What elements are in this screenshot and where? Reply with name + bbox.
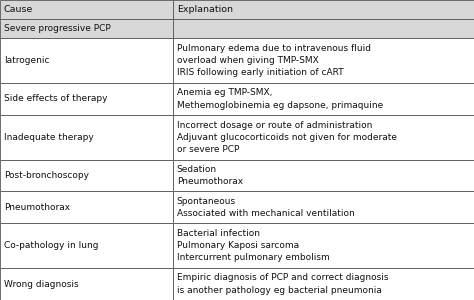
Bar (0, 38, 173, 83)
Bar (0, 19, 173, 38)
Bar (173, 19, 474, 38)
Text: Methemoglobinemia eg dapsone, primaquine: Methemoglobinemia eg dapsone, primaquine (177, 101, 383, 110)
Text: Incorrect dosage or route of administration: Incorrect dosage or route of administrat… (177, 121, 372, 130)
Bar (0, 224, 173, 268)
Text: overload when giving TMP-SMX: overload when giving TMP-SMX (177, 56, 319, 65)
Text: Associated with mechanical ventilation: Associated with mechanical ventilation (177, 209, 355, 218)
Bar (173, 160, 474, 191)
Text: Severe progressive PCP: Severe progressive PCP (4, 24, 110, 33)
Text: Bacterial infection: Bacterial infection (177, 229, 260, 238)
Bar (0, 191, 173, 224)
Text: Intercurrent pulmonary embolism: Intercurrent pulmonary embolism (177, 253, 329, 262)
Text: Adjuvant glucocorticoids not given for moderate: Adjuvant glucocorticoids not given for m… (177, 133, 397, 142)
Text: Pneumothorax: Pneumothorax (4, 203, 70, 212)
Text: IRIS following early initiation of cART: IRIS following early initiation of cART (177, 68, 344, 77)
Text: Empiric diagnosis of PCP and correct diagnosis: Empiric diagnosis of PCP and correct dia… (177, 273, 388, 282)
Text: Cause: Cause (4, 5, 33, 14)
Text: Post-bronchoscopy: Post-bronchoscopy (4, 171, 89, 180)
Text: Side effects of therapy: Side effects of therapy (4, 94, 107, 103)
Bar (173, 224, 474, 268)
Bar (173, 0, 474, 19)
Text: Co-pathology in lung: Co-pathology in lung (4, 241, 98, 250)
Text: Pulmonary edema due to intravenous fluid: Pulmonary edema due to intravenous fluid (177, 44, 371, 53)
Bar (0, 83, 173, 115)
Bar (173, 38, 474, 83)
Text: Inadequate therapy: Inadequate therapy (4, 133, 93, 142)
Text: Pneumothorax: Pneumothorax (177, 177, 243, 186)
Text: Iatrogenic: Iatrogenic (4, 56, 49, 65)
Text: Wrong diagnosis: Wrong diagnosis (4, 280, 78, 289)
Text: Spontaneous: Spontaneous (177, 196, 236, 206)
Bar (0, 160, 173, 191)
Bar (173, 83, 474, 115)
Bar (173, 115, 474, 160)
Text: or severe PCP: or severe PCP (177, 145, 239, 154)
Bar (173, 191, 474, 224)
Text: Pulmonary Kaposi sarcoma: Pulmonary Kaposi sarcoma (177, 241, 299, 250)
Bar (0, 115, 173, 160)
Bar (0, 268, 173, 300)
Bar (0, 0, 173, 19)
Text: Explanation: Explanation (177, 5, 233, 14)
Text: is another pathology eg bacterial pneumonia: is another pathology eg bacterial pneumo… (177, 286, 382, 295)
Bar (173, 268, 474, 300)
Text: Sedation: Sedation (177, 165, 217, 174)
Text: Anemia eg TMP-SMX,: Anemia eg TMP-SMX, (177, 88, 272, 97)
